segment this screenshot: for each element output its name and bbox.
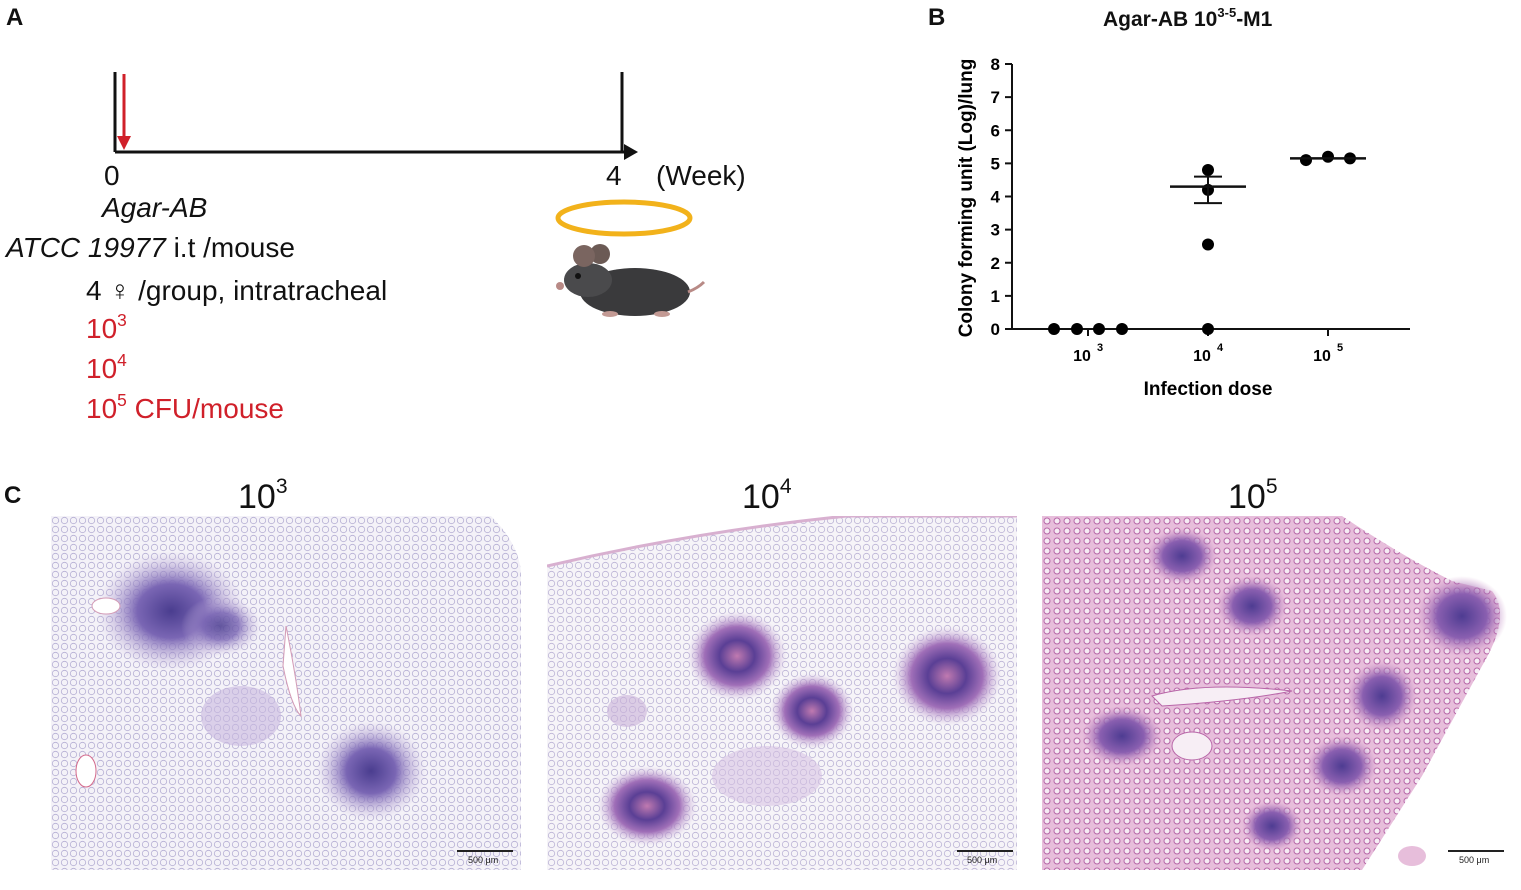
mouse-eye xyxy=(575,273,581,279)
dose-2: 104 xyxy=(86,349,127,385)
scale-bar-1 xyxy=(457,850,513,852)
x-tick-label: 10 xyxy=(1193,348,1211,365)
timeline-start-label: 0 xyxy=(104,160,120,191)
x-tick-label: 10 xyxy=(1313,348,1331,365)
histology-image-2: 500 μm xyxy=(547,516,1017,870)
y-tick-label: 6 xyxy=(991,121,1000,140)
atcc-strain: ATCC 19977 xyxy=(6,232,166,263)
dose-2-base: 10 xyxy=(86,353,118,384)
data-point xyxy=(1202,238,1214,251)
timeline-unit-label: (Week) xyxy=(656,160,746,191)
mouse-tail xyxy=(687,280,706,294)
infection-arrow-icon xyxy=(117,136,131,150)
mouse-nose xyxy=(556,282,564,290)
cfu-scatter-chart: Colony forming unit (Log)/lung Infection… xyxy=(956,55,1410,400)
data-point xyxy=(1093,323,1105,335)
dose-3-exp: 5 xyxy=(117,389,127,410)
histology-title-2: 104 xyxy=(742,475,792,517)
histology-title-1-exp: 3 xyxy=(275,475,288,499)
histology-title-3: 105 xyxy=(1228,475,1278,517)
scale-bar-2 xyxy=(957,850,1013,852)
timeline-diagram xyxy=(113,72,638,160)
scale-label-2: 500 μm xyxy=(967,855,998,865)
y-tick-label: 7 xyxy=(991,88,1000,107)
data-point xyxy=(1071,323,1083,335)
mouse-head xyxy=(564,263,612,297)
chart-title-suffix: -M1 xyxy=(1236,8,1273,31)
histology-title-1-base: 10 xyxy=(238,478,276,516)
y-tick-label: 3 xyxy=(991,221,1000,240)
chart-title-sup: 3-5 xyxy=(1217,4,1237,20)
scale-label-1: 500 μm xyxy=(468,855,499,865)
x-tick-label-exponent: 4 xyxy=(1217,342,1224,354)
dose-3: 105 CFU/mouse xyxy=(86,389,284,425)
dose-2-exp: 4 xyxy=(117,349,127,370)
x-tick-label-exponent: 3 xyxy=(1097,342,1103,354)
group-line: 4 ♀ /group, intratracheal xyxy=(86,275,388,306)
mouse-foot-back xyxy=(654,311,670,317)
y-tick-label: 5 xyxy=(991,154,1000,173)
x-axis-label: Infection dose xyxy=(1144,379,1273,400)
mouse-illustration xyxy=(555,199,706,317)
chart-title-base: Agar-AB 10 xyxy=(1103,8,1218,31)
data-point xyxy=(1048,323,1060,335)
y-tick-label: 8 xyxy=(991,55,1000,74)
histology-title-1: 103 xyxy=(238,475,288,517)
histology-title-2-exp: 4 xyxy=(779,475,792,499)
y-tick-label: 4 xyxy=(991,188,1001,207)
mouse-ear-back xyxy=(590,244,610,264)
scale-label-3: 500 μm xyxy=(1459,855,1490,865)
histology-title-3-exp: 5 xyxy=(1265,475,1278,499)
mouse-foot-front xyxy=(602,311,618,317)
histology-title-2-base: 10 xyxy=(742,478,780,516)
histology-image-3: 500 μm xyxy=(1042,516,1514,870)
y-tick-label: 2 xyxy=(991,254,1000,273)
y-tick-label: 1 xyxy=(991,287,1000,306)
atcc-line: ATCC 19977 i.t /mouse xyxy=(6,232,295,264)
data-point xyxy=(1322,150,1334,163)
data-point xyxy=(1300,154,1312,167)
dose-1: 103 xyxy=(86,309,127,345)
panel-b-label: B xyxy=(928,4,946,31)
panel-a-label: A xyxy=(6,4,24,31)
chart-title: Agar-AB 103-5-M1 xyxy=(1103,4,1273,32)
dose-3-base: 10 xyxy=(86,393,118,424)
data-point xyxy=(1116,323,1128,335)
x-tick-label: 10 xyxy=(1073,348,1091,365)
dose-3-unit: CFU/mouse xyxy=(126,393,284,424)
dose-1-base: 10 xyxy=(86,313,118,344)
mouse-ear-front xyxy=(573,245,595,267)
data-point xyxy=(1202,164,1214,176)
strain-label: Agar-AB xyxy=(102,192,208,223)
panel-c-label: C xyxy=(4,482,22,509)
histology-image-1: 500 μm xyxy=(51,516,521,870)
data-point xyxy=(1202,323,1214,335)
halo-icon xyxy=(555,199,693,237)
histology-title-3-base: 10 xyxy=(1228,478,1266,516)
y-tick-label: 0 xyxy=(991,320,1000,339)
timeline-arrowhead xyxy=(624,144,638,160)
atcc-route: i.t /mouse xyxy=(165,232,295,263)
scale-bar-3 xyxy=(1448,850,1504,852)
x-tick-label-exponent: 5 xyxy=(1337,342,1343,354)
timeline-end-label: 4 xyxy=(606,160,622,191)
y-axis-label: Colony forming unit (Log)/lung xyxy=(956,59,977,338)
dose-1-exp: 3 xyxy=(117,309,127,330)
